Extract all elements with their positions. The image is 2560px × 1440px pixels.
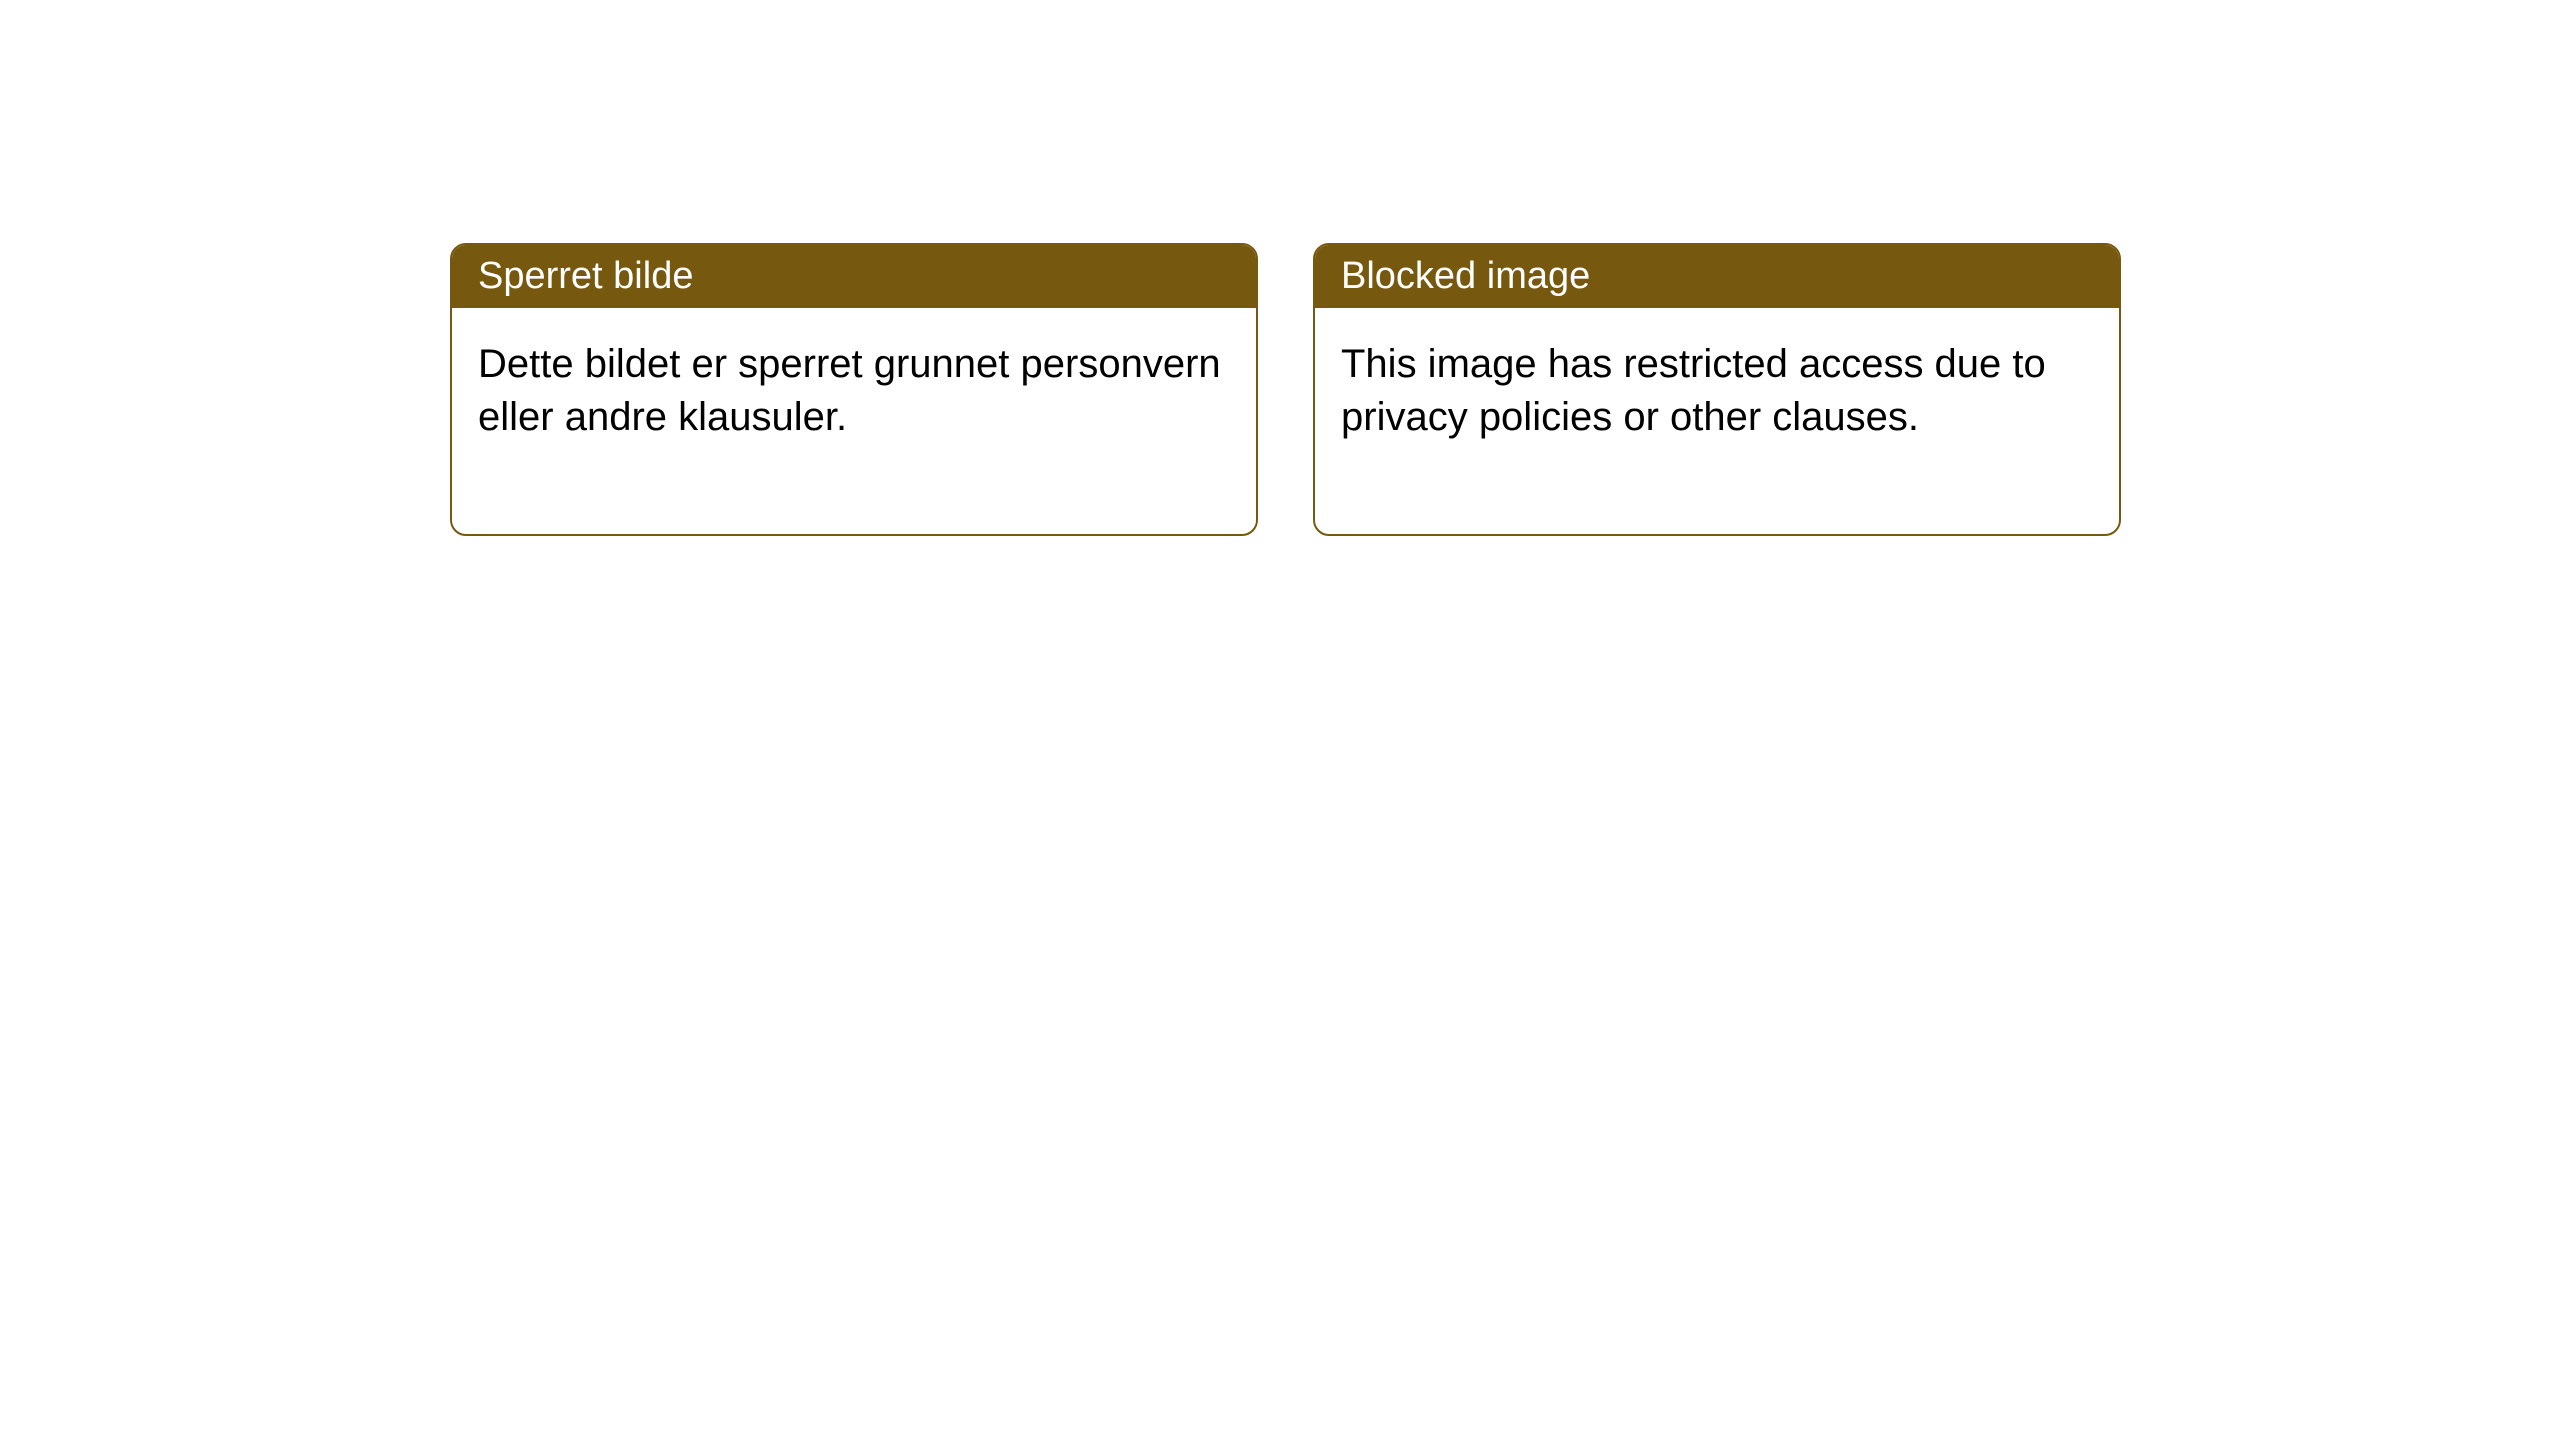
notice-title-norwegian: Sperret bilde	[452, 245, 1256, 308]
notice-body-norwegian: Dette bildet er sperret grunnet personve…	[452, 308, 1256, 534]
notice-title-english: Blocked image	[1315, 245, 2119, 308]
notice-container: Sperret bilde Dette bildet er sperret gr…	[0, 0, 2560, 536]
notice-card-english: Blocked image This image has restricted …	[1313, 243, 2121, 536]
notice-body-english: This image has restricted access due to …	[1315, 308, 2119, 534]
notice-card-norwegian: Sperret bilde Dette bildet er sperret gr…	[450, 243, 1258, 536]
